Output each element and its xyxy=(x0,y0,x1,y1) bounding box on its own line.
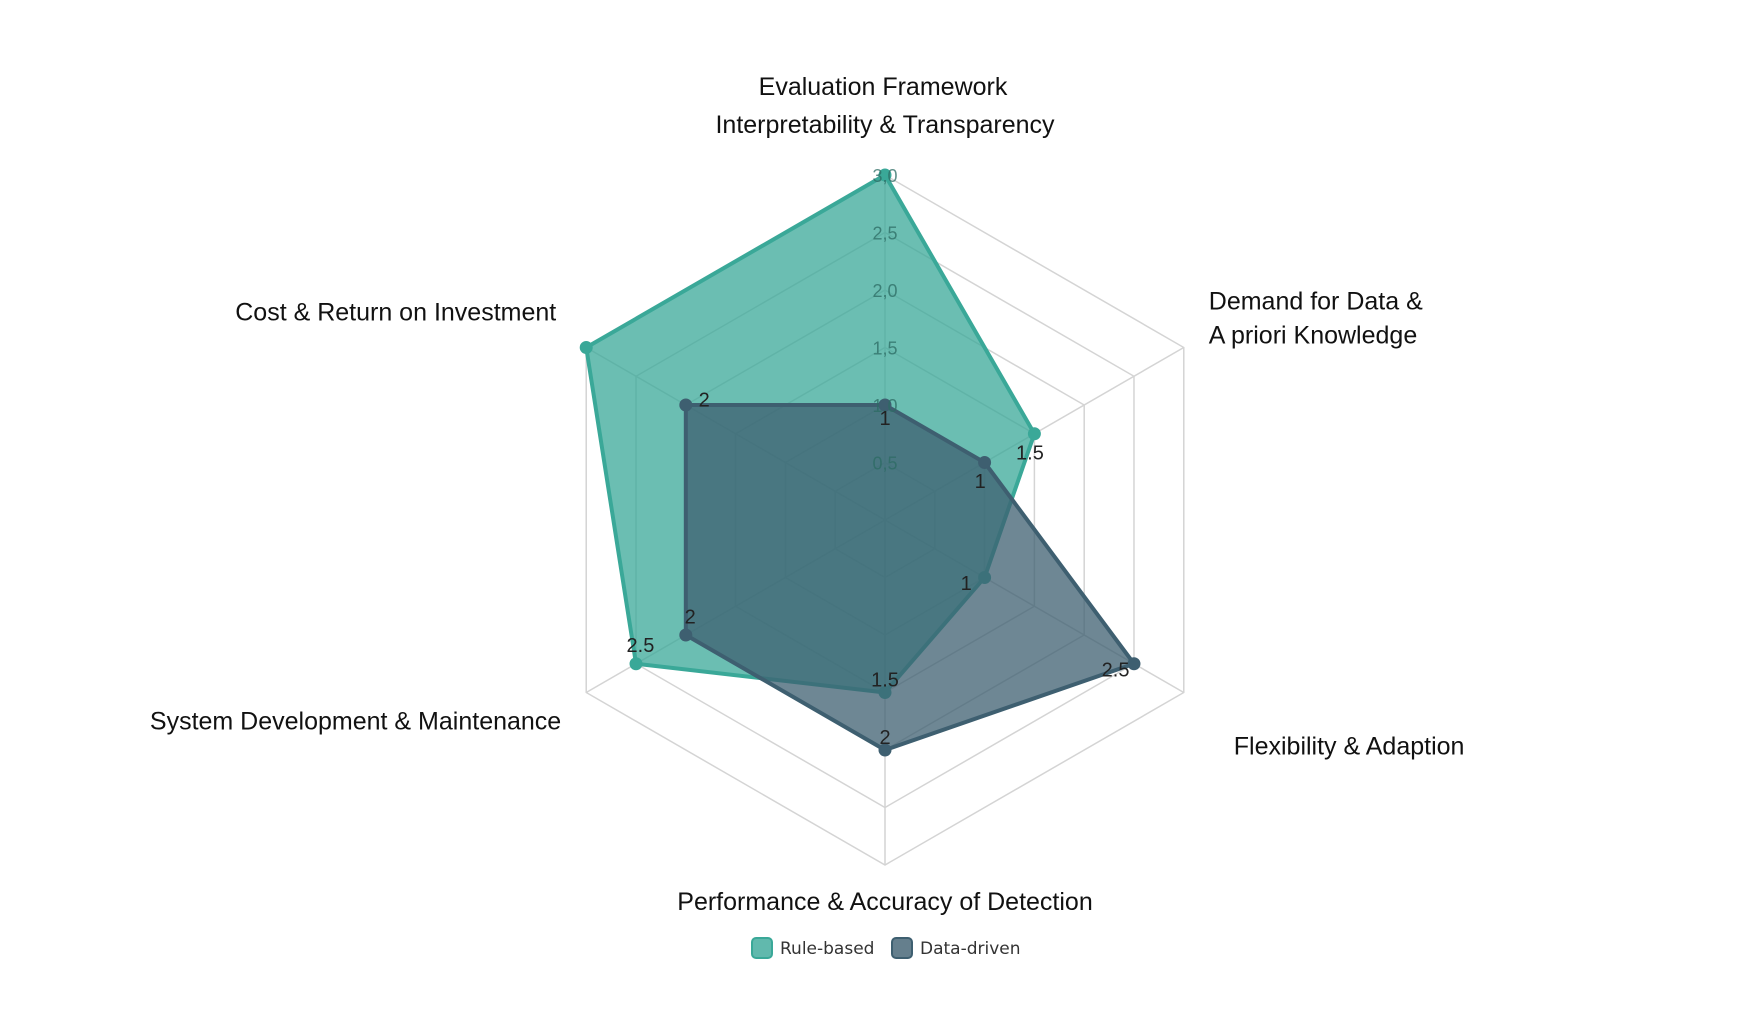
series-point xyxy=(1127,657,1141,671)
category-label-line: Interpretability & Transparency xyxy=(715,111,1055,139)
category-label: Performance & Accuracy of Detection xyxy=(677,888,1092,916)
data-label: 2 xyxy=(699,389,710,411)
data-label: 2 xyxy=(685,606,696,628)
series-data-driven xyxy=(679,398,1141,757)
series-area xyxy=(683,403,1136,752)
chart-title: Evaluation Framework xyxy=(759,73,1008,101)
series-point xyxy=(878,743,892,757)
data-label: 1.5 xyxy=(1016,442,1044,464)
legend-swatch xyxy=(751,937,773,959)
tick-label: 1,0 xyxy=(872,396,897,416)
series-point xyxy=(579,341,593,354)
category-label: Flexibility & Adaption xyxy=(1234,733,1465,761)
data-label: 2.5 xyxy=(1102,659,1130,681)
category-label-line: Flexibility & Adaption xyxy=(1234,733,1465,761)
legend-item-rule-based[interactable]: Rule-based xyxy=(751,937,874,959)
legend-label: Data-driven xyxy=(920,939,1021,959)
category-label: Demand for Data & A priori Knowledge xyxy=(1209,288,1423,350)
legend-item-data-driven[interactable]: Data-driven xyxy=(891,937,1021,959)
legend-swatch xyxy=(891,937,913,959)
data-label: 2 xyxy=(879,727,890,749)
category-label: Interpretability & Transparency xyxy=(715,111,1055,139)
tick-labels: 0,5 1,0 1,5 2,0 2,5 3,0 xyxy=(872,166,897,474)
data-label: 2.5 xyxy=(627,635,655,657)
tick-label: 0,5 xyxy=(872,454,897,474)
tick-label: 3,0 xyxy=(872,166,897,186)
category-label-line: A priori Knowledge xyxy=(1209,322,1417,350)
data-label: 1.5 xyxy=(871,669,899,691)
category-label-line: System Development & Maintenance xyxy=(150,708,561,736)
series-point xyxy=(878,168,892,182)
data-label: 1 xyxy=(879,408,890,430)
series-point xyxy=(679,398,693,412)
series-point xyxy=(1027,427,1041,441)
series-point xyxy=(878,398,892,412)
series-layer xyxy=(579,168,1141,757)
category-label: System Development & Maintenance xyxy=(150,708,561,736)
category-labels: Interpretability & Transparency Demand fo… xyxy=(150,111,1465,916)
category-label: Cost & Return on Investment xyxy=(235,299,556,327)
series-point xyxy=(629,657,643,671)
tick-label: 2,0 xyxy=(872,281,897,301)
legend-label: Rule-based xyxy=(780,939,874,959)
legend: Rule-based Data-driven xyxy=(751,937,1021,959)
data-labels: 1 1.5 1 1 2.5 1.5 2 2 2.5 2 xyxy=(627,389,1130,748)
category-label-line: Performance & Accuracy of Detection xyxy=(677,888,1092,916)
data-label: 1 xyxy=(975,471,986,493)
category-label-line: Demand for Data & xyxy=(1209,288,1423,316)
tick-label: 1,5 xyxy=(872,339,897,359)
series-point xyxy=(679,628,693,642)
category-label-line: Cost & Return on Investment xyxy=(235,299,556,327)
data-label: 1 xyxy=(961,573,972,595)
series-point xyxy=(978,456,992,469)
tick-label: 2,5 xyxy=(872,224,897,244)
